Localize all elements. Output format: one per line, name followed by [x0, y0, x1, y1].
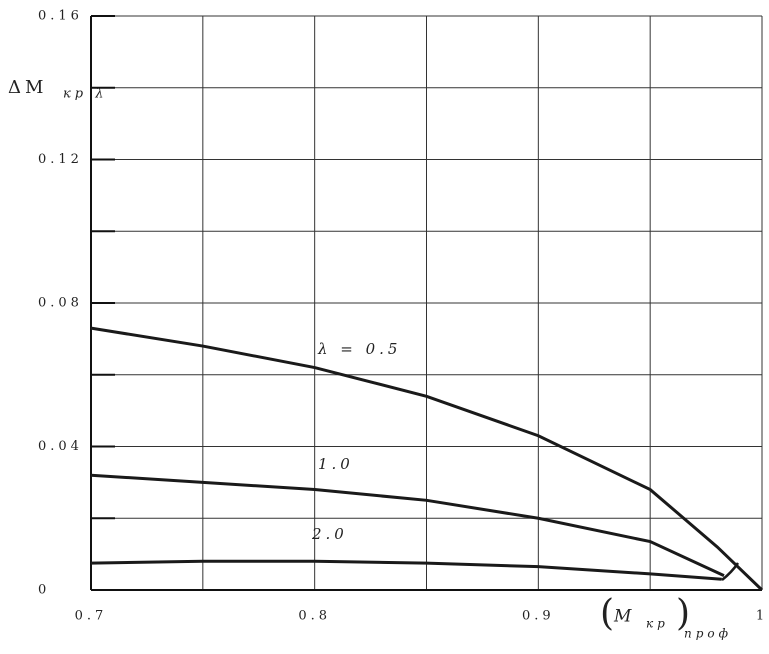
y-axis-label-sub: кр λ [63, 87, 107, 102]
x-tick-label: 0.7 [75, 609, 108, 624]
x-tick-label: 0.9 [522, 609, 555, 624]
paren-open: ( [600, 593, 618, 634]
curve-label: 1.0 [318, 455, 354, 473]
x-axis-label-sub: кр [646, 617, 669, 631]
y-tick-label: 0.16 [38, 9, 83, 24]
curve-label: λ = 0.5 [317, 340, 401, 358]
x-tick-label: 1 [756, 609, 768, 624]
y-axis-label: ΔM [8, 77, 47, 98]
y-tick-label: 0.08 [38, 296, 83, 311]
y-tick-label: 0.04 [38, 439, 83, 454]
x-axis-label-sub2: проф [684, 627, 732, 641]
paren-close: ) [676, 593, 694, 634]
curve-label: 2.0 [311, 525, 348, 543]
series-line [90, 473, 725, 578]
y-tick-label: 0 [38, 583, 50, 598]
y-tick-label: 0.12 [38, 152, 83, 167]
x-axis-label: M [613, 607, 635, 627]
series-line [90, 326, 764, 592]
x-tick-label: 0.8 [298, 609, 331, 624]
series-line [90, 559, 722, 581]
